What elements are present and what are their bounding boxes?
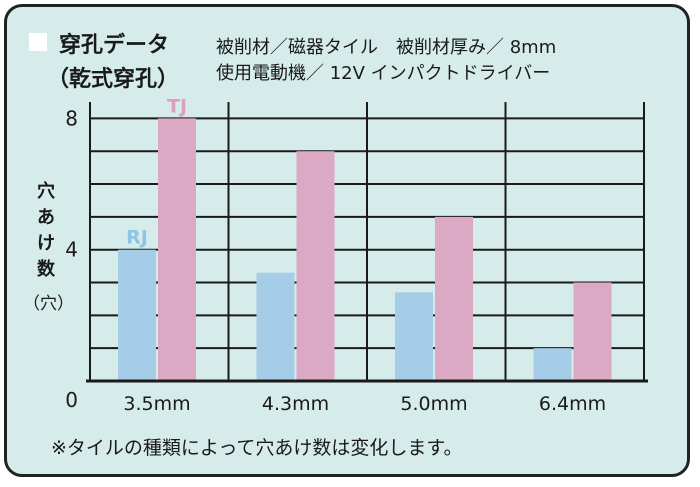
bar-RJ (533, 348, 572, 381)
series-label-TJ: TJ (167, 95, 187, 117)
y-axis-label-char: 数 (37, 259, 55, 280)
y-axis-unit: （穴） (23, 294, 74, 314)
y-axis-label-char: あ (37, 207, 55, 228)
y-axis-label-char: 穴 (37, 181, 55, 202)
y-tick-label: 8 (65, 106, 78, 130)
footnote: ※タイルの種類によって穴あけ数は変化します。 (51, 437, 463, 459)
x-tick-label: 5.0mm (400, 393, 467, 415)
y-axis-label-char: け (37, 233, 55, 254)
bar-RJ (395, 292, 433, 381)
bar-TJ (296, 151, 335, 381)
white-square-icon (29, 33, 47, 51)
test-condition-material: 被削材／磁器タイル 被削材厚み／ 8mm (216, 37, 557, 58)
test-condition-tool: 使用電動機／ 12V インパクトドライバー (216, 63, 551, 84)
y-tick-label: 0 (65, 388, 78, 412)
series-label-RJ: RJ (126, 227, 148, 249)
bar-TJ (435, 216, 473, 381)
chart-panel: 穿孔データ （乾式穿孔） 被削材／磁器タイル 被削材厚み／ 8mm 使用電動機／… (4, 4, 690, 477)
bar-TJ (573, 282, 612, 381)
chart-title: 穿孔データ (59, 33, 170, 58)
bar-TJ (158, 118, 196, 381)
x-tick-label: 3.5mm (123, 393, 190, 415)
x-tick-label: 4.3mm (262, 393, 329, 415)
bar-RJ (118, 249, 156, 381)
chart-subtitle: （乾式穿孔） (47, 67, 180, 92)
bar-RJ (256, 272, 295, 381)
x-tick-label: 6.4mm (539, 393, 606, 415)
y-tick-label: 4 (65, 238, 78, 262)
